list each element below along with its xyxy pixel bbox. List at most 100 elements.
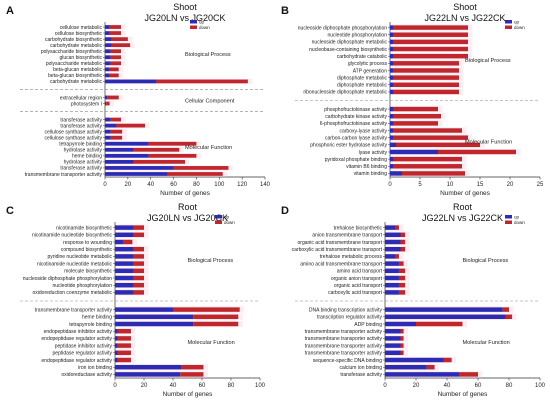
category-label: carbon-carbon lyase activity (325, 135, 387, 141)
category-label: iron ion binding (78, 365, 112, 371)
category-label: molecule biosynthetic (64, 269, 112, 275)
category-label: phosphoric ester hydrolase activity (310, 143, 387, 149)
category-label: lyase activity (359, 150, 388, 156)
bar-up (385, 268, 399, 274)
x-tick-label: 100 (214, 182, 225, 188)
bar-down (116, 123, 145, 128)
category-label: DNA binding transcription activity (309, 307, 383, 313)
category-label: nucleoside diphosphate phosphorylation (298, 25, 387, 31)
bar-up (385, 314, 506, 320)
x-tick-label: 140 (260, 182, 271, 188)
bar-up (115, 239, 124, 245)
bar-down (393, 114, 441, 119)
category-label: organic anion transport (331, 276, 383, 282)
bar-down (110, 129, 123, 134)
x-tick-label: 120 (237, 182, 248, 188)
bar-up (390, 89, 393, 95)
bar-up (105, 129, 111, 134)
bar-down (393, 61, 459, 66)
bar-down (133, 232, 144, 238)
bar-up (105, 79, 157, 84)
bar-up (115, 246, 134, 252)
bar-up (390, 114, 393, 119)
x-tick-label: 100 (535, 383, 546, 389)
x-tick-label: 80 (193, 182, 200, 188)
category-label: hydrolase activity (64, 160, 103, 166)
bar-down (117, 357, 131, 363)
bar-up (390, 68, 393, 73)
category-label: carboxylic acid transport (328, 290, 383, 296)
category-label: transmembrane transporter activity (35, 307, 113, 313)
x-tick-label: 0 (388, 182, 392, 188)
panel-letter: A (6, 5, 14, 17)
bar-down (400, 328, 404, 334)
x-tick-label: 20 (141, 383, 148, 389)
bar-down (393, 89, 459, 95)
x-tick-label: 25 (537, 182, 544, 188)
bar-down (111, 43, 131, 48)
group-label: Biological Process (185, 52, 231, 58)
category-label: cellulose metabolic (60, 25, 103, 31)
bar-up (390, 121, 393, 126)
category-label: transmembrane transporter activity (305, 329, 383, 335)
bar-up (385, 350, 401, 356)
chart-title: Shoot (453, 2, 477, 12)
chart-subtitle: JG22LN vs JG22CK (424, 13, 505, 23)
bar-up (115, 372, 181, 377)
legend-label-down: down (199, 25, 210, 30)
legend-label-down: down (514, 220, 525, 225)
category-label: carbohydrate biosynthetic (45, 37, 102, 43)
x-tick-label: 60 (170, 182, 177, 188)
legend-label-up: up (199, 20, 205, 25)
category-group: nucleoside diphosphate phosphorylation nu… (298, 24, 511, 96)
chart-subtitle: JG20LN vs JG20CK (147, 213, 228, 223)
bar-down (502, 307, 509, 312)
x-tick-label: 0 (113, 383, 117, 389)
bar-down (398, 275, 406, 281)
bar-up (105, 117, 111, 122)
bar-down (402, 171, 465, 176)
chart-subtitle: JG22LN vs JG22CK (422, 213, 503, 223)
bar-up (385, 246, 401, 252)
category-label: beta-glucan biosynthetic (48, 73, 102, 79)
category-label: calcium ion binding (339, 365, 382, 371)
bar-down (400, 246, 406, 252)
bar-down (181, 364, 204, 370)
category-label: nucleotide phosphorylation (328, 33, 388, 39)
panel-letter: D (281, 205, 289, 217)
panel-letter: B (281, 5, 289, 17)
bar-up (105, 25, 110, 29)
bar-down (393, 46, 468, 52)
category-label: amino acid transport (337, 269, 383, 275)
category-label: tetrapyrrole binding (69, 322, 112, 328)
bar-down (393, 75, 459, 80)
bar-up (105, 172, 168, 176)
category-label: organic acid transmembrane transport (298, 240, 383, 246)
bar-down (398, 290, 406, 295)
category-label: endopeptidase regulator activity (41, 336, 112, 342)
bar-up (390, 53, 393, 59)
category-label: ribonucleoside diphosphate metabolic (303, 90, 387, 96)
bar-down (505, 314, 513, 320)
bar-down (110, 49, 121, 54)
x-tick-label: 40 (170, 383, 177, 389)
bar-down (193, 314, 239, 320)
bar-up (390, 142, 396, 148)
bar-down (110, 135, 123, 140)
bar-down (148, 141, 197, 146)
bar-down (426, 364, 435, 370)
bar-up (385, 357, 444, 363)
category-label: hydrolase activity (64, 148, 103, 154)
bar-up (105, 135, 111, 140)
bar-up (115, 343, 118, 348)
x-tick-label: 20 (413, 383, 420, 389)
category-label: carbohydrate kinase activity (325, 114, 387, 120)
bar-up (105, 61, 111, 66)
category-label: glycolytic process (348, 61, 388, 67)
bar-up (390, 149, 438, 155)
category-label: nicotinamide biosynthetic (56, 225, 112, 231)
